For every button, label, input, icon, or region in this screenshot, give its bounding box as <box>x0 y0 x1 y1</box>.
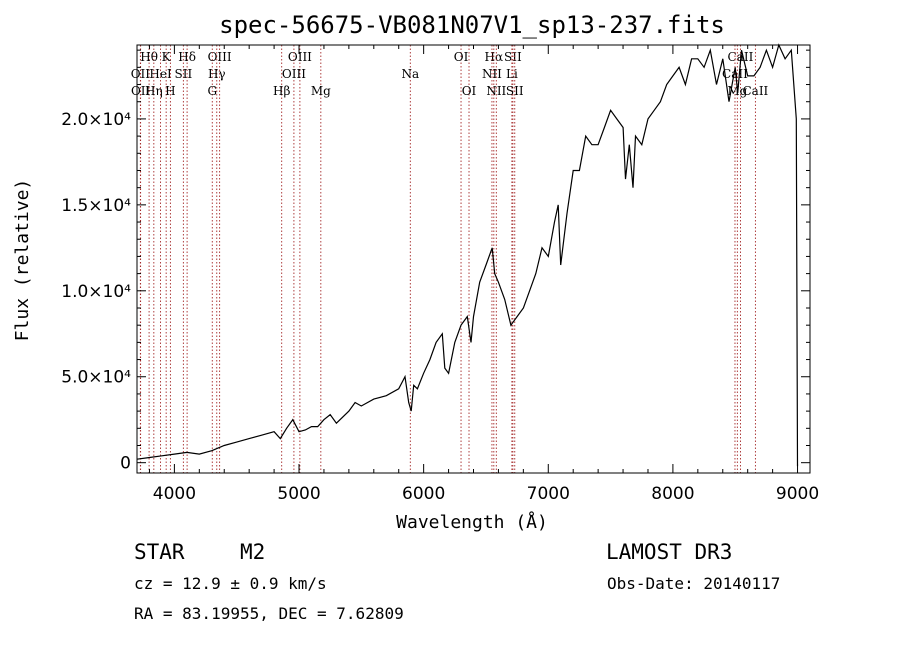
y-axis-label: Flux (relative) <box>12 179 33 342</box>
emission-line-label: Hη <box>145 84 163 98</box>
ra-dec: RA = 83.19955, DEC = 7.62809 <box>134 604 404 623</box>
emission-line-label: Hβ <box>273 84 290 98</box>
spectrum-series-line <box>136 43 799 467</box>
emission-line-label: Mg <box>311 84 331 98</box>
axis-ticks: 4000 5000 6000 7000 8000 9000 0 5.0×10⁴ 1.0×10⁴ 1… <box>61 45 819 504</box>
emission-line-label: OIII <box>208 50 232 64</box>
chart-title: spec-56675-VB081N07V1_sp13-237.fits <box>219 11 725 39</box>
emission-line-label: Hα <box>485 50 504 64</box>
emission-line-label: Hγ <box>208 67 226 81</box>
emission-line-label: SII <box>506 84 524 98</box>
emission-line-label: OI <box>454 50 469 64</box>
emission-line-label: SII <box>175 67 193 81</box>
observation-date: Obs-Date: 20140117 <box>607 574 781 593</box>
x-axis-label: Wavelength (Å) <box>396 511 548 533</box>
y-tick-label: 1.5×10⁴ <box>61 196 131 216</box>
emission-line-label: Hθ <box>140 50 158 64</box>
emission-line-label: K <box>162 50 172 64</box>
emission-line-label: OIII <box>282 67 306 81</box>
emission-line-label: H <box>165 84 175 98</box>
x-tick-label: 7000 <box>527 484 570 504</box>
x-tick-label: 9000 <box>776 484 819 504</box>
emission-line-label: CaII <box>742 84 768 98</box>
emission-line-label: SII <box>504 50 522 64</box>
survey-name: LAMOST DR3 <box>606 540 733 564</box>
redshift-cz: cz = 12.9 ± 0.9 km/s <box>134 574 327 593</box>
emission-line-label: NII <box>486 84 506 98</box>
emission-line-label: OI <box>462 84 477 98</box>
x-tick-label: 8000 <box>651 484 694 504</box>
emission-line-label: CaII <box>722 67 748 81</box>
object-class: STAR <box>134 540 185 564</box>
x-tick-label: 5000 <box>277 484 320 504</box>
emission-line-label: Na <box>401 67 419 81</box>
y-tick-label: 5.0×10⁴ <box>61 368 131 388</box>
x-tick-label: 4000 <box>153 484 196 504</box>
emission-line-label: OIII <box>288 50 312 64</box>
plot-frame <box>136 44 811 474</box>
emission-line-label: G <box>207 84 217 98</box>
emission-line-label: NII <box>482 67 502 81</box>
object-subclass: M2 <box>240 540 266 564</box>
y-tick-label: 2.0×10⁴ <box>61 110 131 130</box>
emission-line-label: HeI <box>149 67 172 81</box>
emission-line-label: OII <box>131 84 151 98</box>
emission-line-label: Li <box>506 67 518 81</box>
y-tick-label: 0 <box>120 454 131 474</box>
y-tick-label: 1.0×10⁴ <box>61 282 131 302</box>
x-tick-label: 6000 <box>402 484 445 504</box>
emission-line-label: Hδ <box>178 50 196 64</box>
